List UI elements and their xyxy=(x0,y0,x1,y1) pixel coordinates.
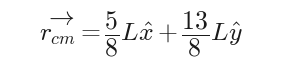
Text: $\overrightarrow{r_{cm}} = \dfrac{5}{8}L\hat{x} + \dfrac{13}{8}L\hat{y}$: $\overrightarrow{r_{cm}} = \dfrac{5}{8}L… xyxy=(38,10,243,59)
